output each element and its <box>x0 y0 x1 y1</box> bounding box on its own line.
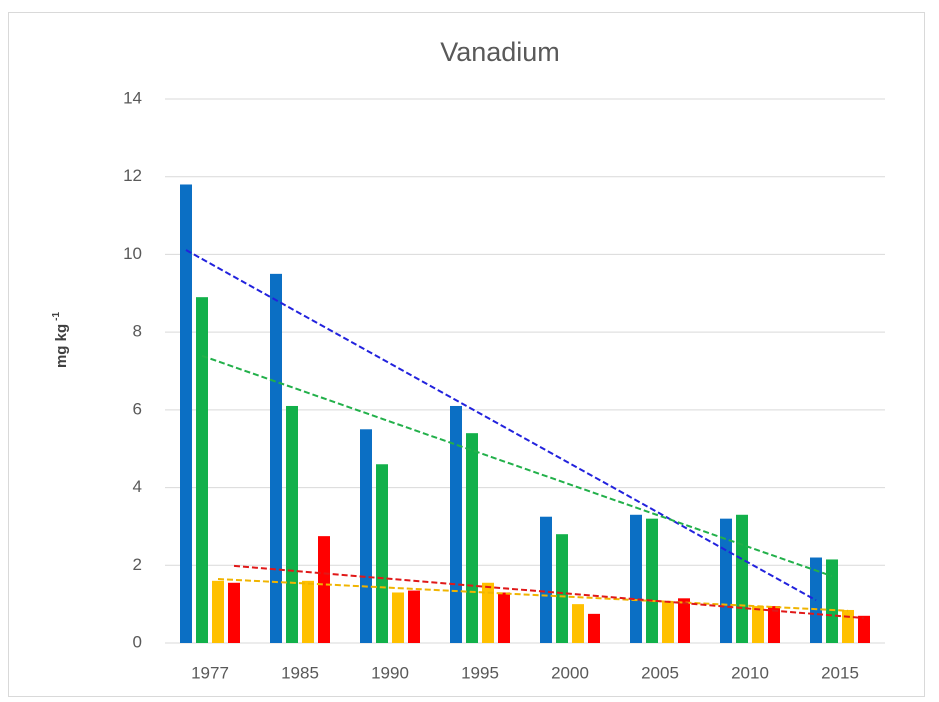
bar <box>858 615 870 643</box>
x-tick-label: 2000 <box>551 663 589 682</box>
y-axis-label-main: mg kg <box>53 324 70 368</box>
bar <box>180 184 192 643</box>
bar <box>376 464 388 643</box>
bar <box>212 580 224 643</box>
x-tick-label: 1995 <box>461 663 499 682</box>
bar <box>408 590 420 643</box>
bar <box>768 606 780 643</box>
x-tick-label: 1990 <box>371 663 409 682</box>
bar <box>572 604 584 643</box>
bar <box>556 534 568 643</box>
bar <box>540 516 552 643</box>
y-tick-label: 12 <box>123 166 142 185</box>
x-tick-label: 2010 <box>731 663 769 682</box>
bar <box>826 559 838 643</box>
x-tick-label: 2005 <box>641 663 679 682</box>
bar <box>318 536 330 643</box>
bar <box>588 613 600 643</box>
trend-line <box>185 249 817 602</box>
y-tick-label: 8 <box>133 322 142 341</box>
trend-line <box>233 564 865 620</box>
chart-title: Vanadium <box>440 37 560 67</box>
trend-line <box>217 578 849 612</box>
bar <box>360 429 372 643</box>
x-tick-label: 1977 <box>191 663 229 682</box>
bar <box>482 582 494 643</box>
bar <box>720 518 732 643</box>
bar <box>736 514 748 643</box>
bar <box>662 602 674 643</box>
bar <box>842 609 854 643</box>
bar <box>228 582 240 643</box>
bar <box>678 598 690 643</box>
y-tick-label: 0 <box>133 632 142 651</box>
y-axis-label: mg kg -1 <box>51 312 70 369</box>
bar <box>450 405 462 643</box>
x-tick-label: 2015 <box>821 663 859 682</box>
bar <box>752 606 764 643</box>
bar <box>270 273 282 643</box>
y-tick-label: 2 <box>133 555 142 574</box>
y-tick-label: 6 <box>133 399 142 418</box>
x-tick-label: 1985 <box>281 663 319 682</box>
bar <box>392 592 404 643</box>
bar <box>646 518 658 643</box>
y-tick-label: 10 <box>123 244 142 263</box>
bar <box>196 297 208 643</box>
y-axis-label-sup: -1 <box>51 312 62 321</box>
bar <box>498 592 510 643</box>
bar <box>286 405 298 643</box>
bar <box>302 580 314 643</box>
bar <box>630 514 642 643</box>
y-tick-label: 4 <box>133 477 142 496</box>
y-tick-label: 14 <box>123 88 142 107</box>
bar <box>466 433 478 643</box>
trend-line <box>201 354 833 578</box>
